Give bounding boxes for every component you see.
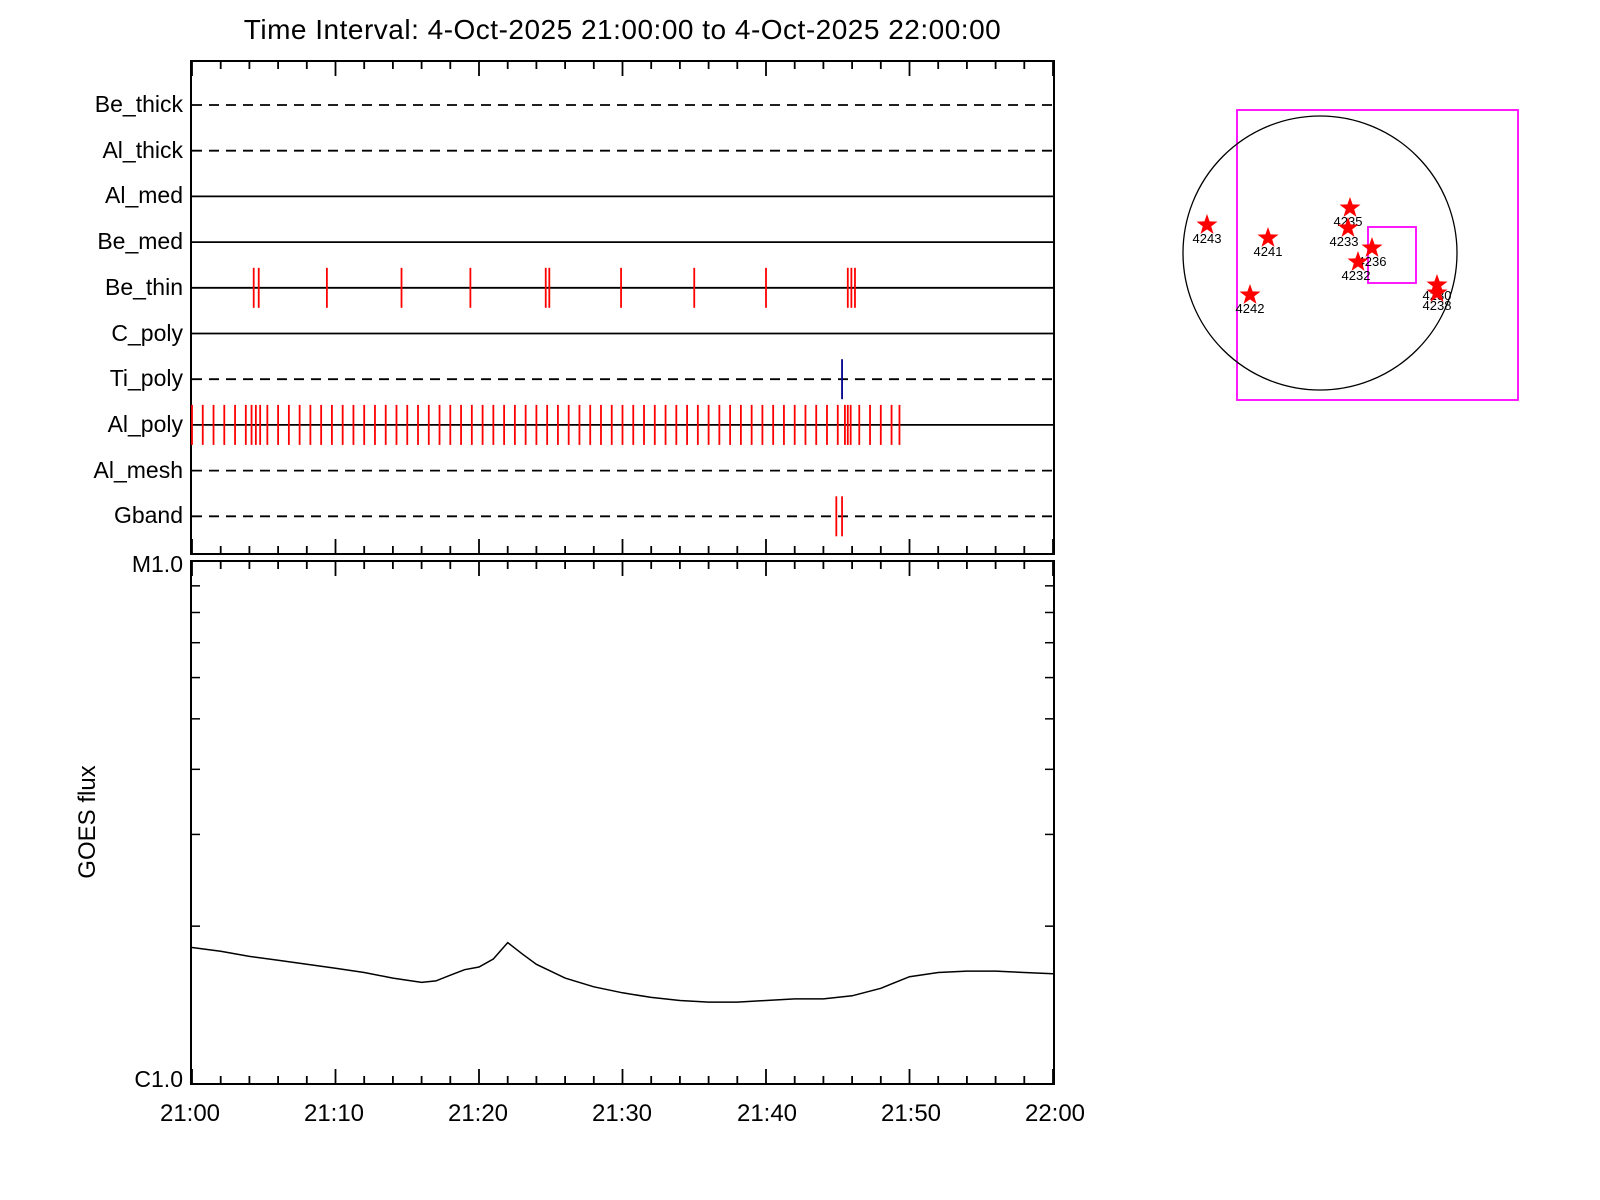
active-region-label: 4233 [1330, 234, 1359, 249]
x-tick-label: 21:50 [880, 1100, 942, 1127]
active-region-star [1347, 251, 1369, 271]
filter-timeline-panel [190, 60, 1055, 555]
filter-row-label: Gband [113, 502, 183, 528]
x-tick-label: 21:30 [591, 1100, 653, 1127]
active-region-star [1339, 197, 1361, 217]
active-region-star [1239, 284, 1261, 304]
goes-border [190, 560, 1055, 1085]
active-region-label: 4242 [1236, 301, 1265, 316]
active-region-star [1337, 217, 1359, 237]
filter-row-label: Be_thin [104, 274, 183, 300]
active-region-star [1196, 214, 1218, 234]
filter-row-label: Al_mesh [93, 457, 183, 483]
filter-row-label: Al_thick [102, 137, 183, 163]
filter-row-label: Al_med [105, 182, 183, 208]
x-tick-label: 21:20 [447, 1100, 509, 1127]
active-region-star [1257, 227, 1279, 247]
active-region-label: 4243 [1193, 231, 1222, 246]
filter-row-label: Be_med [97, 228, 183, 254]
filter-row-label: Al_poly [107, 411, 183, 437]
active-region-star [1426, 282, 1448, 302]
goes-y-max-label: M1.0 [131, 551, 183, 577]
page-title: Time Interval: 4-Oct-2025 21:00:00 to 4-… [243, 14, 1002, 45]
x-tick-label: 21:10 [303, 1100, 365, 1127]
active-region-star [1361, 237, 1383, 257]
goes-y-min-label: C1.0 [134, 1066, 183, 1092]
active-region-label: 4236 [1358, 254, 1387, 269]
filter-row-label: Ti_poly [109, 365, 183, 391]
filter-row-label: C_poly [111, 320, 183, 346]
goes-flux-panel [190, 560, 1055, 1085]
x-tick-label: 21:40 [736, 1100, 798, 1127]
active-region-label: 4238 [1423, 298, 1452, 313]
fov-rect [1236, 109, 1519, 401]
filter-row-label: Be_thick [94, 91, 183, 117]
active-region-label: 4241 [1254, 244, 1283, 259]
timeline-border [190, 60, 1055, 555]
x-tick-label: 22:00 [1024, 1100, 1086, 1127]
active-region-label: 4232 [1342, 268, 1371, 283]
goes-flux-curve [191, 941, 1054, 1003]
x-tick-label: 21:00 [159, 1100, 221, 1127]
solar-limb-circle [1182, 115, 1458, 391]
solar-disk-panel: 424342414235423342364232424242304238 [1182, 109, 1519, 401]
goes-axis-title: GOES flux [74, 765, 101, 879]
